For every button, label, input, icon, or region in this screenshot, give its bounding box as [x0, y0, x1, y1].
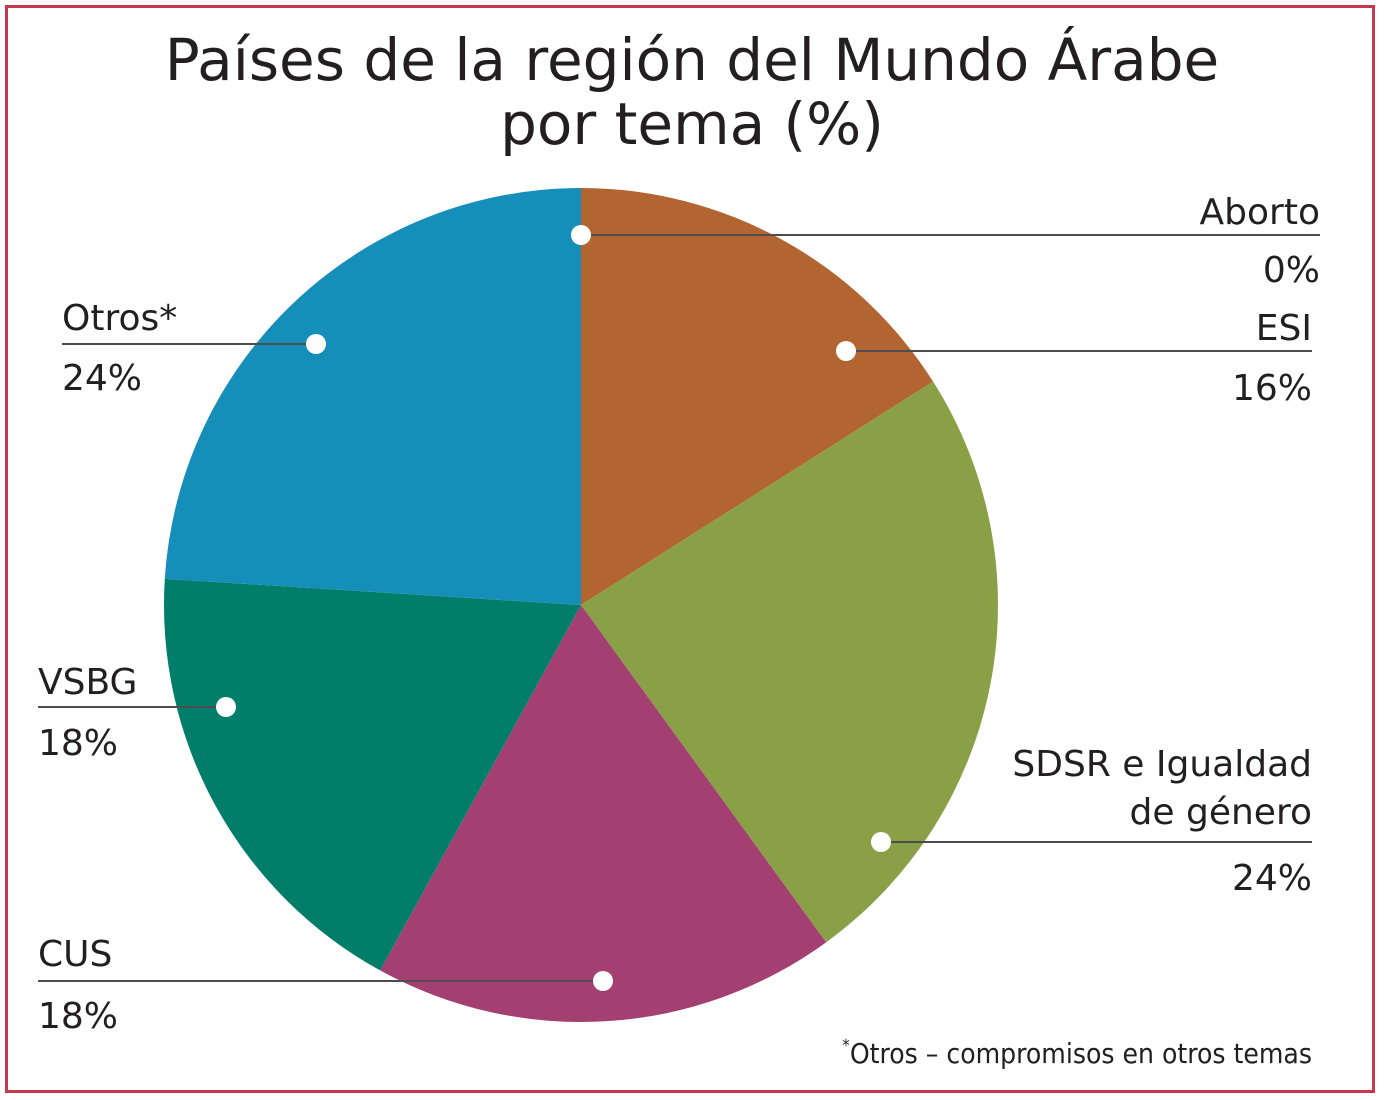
slice-value-vsbg: 18% — [38, 723, 118, 764]
pie-labels: Aborto 0% ESI 16% SDSR e Igualdad de género 24… — [38, 192, 1320, 1037]
pie-slice-esi — [581, 188, 934, 605]
slice-label-vsbg: VSBG — [38, 662, 137, 703]
leader-dot-vsbg — [216, 697, 236, 717]
leader-dot-esi — [836, 341, 856, 361]
footnote: *Otros – compromisos en otros temas — [842, 1036, 1312, 1070]
chart-title: Países de la región del Mundo Árabe por … — [0, 28, 1384, 156]
slice-label-otros: Otros* — [62, 298, 177, 339]
footnote-text: Otros – compromisos en otros temas — [849, 1037, 1312, 1070]
leader-dot-sdsr-e-igualdad-de-genero — [871, 832, 891, 852]
leader-dot-cus — [593, 971, 613, 991]
slice-value-esi: 16% — [1232, 368, 1312, 409]
slice-value-sdsr-e-igualdad-de-genero: 24% — [1232, 858, 1312, 899]
footnote-mark: * — [842, 1036, 850, 1056]
pie-slice-vsbg — [163, 578, 581, 971]
slice-value-otros: 24% — [62, 358, 142, 399]
slice-label-esi: ESI — [1256, 308, 1312, 349]
slice-value-aborto: 0% — [1263, 250, 1320, 291]
slice-label-cus: CUS — [38, 934, 112, 975]
leader-dot-otros — [306, 334, 326, 354]
slice-label-sdsr-e-igualdad-de-genero-line-1: SDSR e Igualdad — [1012, 744, 1312, 785]
title-line-1: Países de la región del Mundo Árabe — [164, 26, 1220, 94]
slice-label-sdsr-e-igualdad-de-genero-line-2: de género — [1130, 792, 1312, 833]
pie-slice-otros — [164, 188, 581, 605]
leader-dot-aborto — [571, 225, 591, 245]
slice-label-aborto: Aborto — [1200, 192, 1320, 233]
pie-slices — [163, 188, 998, 1022]
pie-slice-sdsr-e-igualdad-de-genero — [581, 381, 998, 943]
slice-value-cus: 18% — [38, 996, 118, 1037]
pie-slice-cus — [380, 605, 827, 1022]
title-line-2: por tema (%) — [500, 90, 884, 158]
